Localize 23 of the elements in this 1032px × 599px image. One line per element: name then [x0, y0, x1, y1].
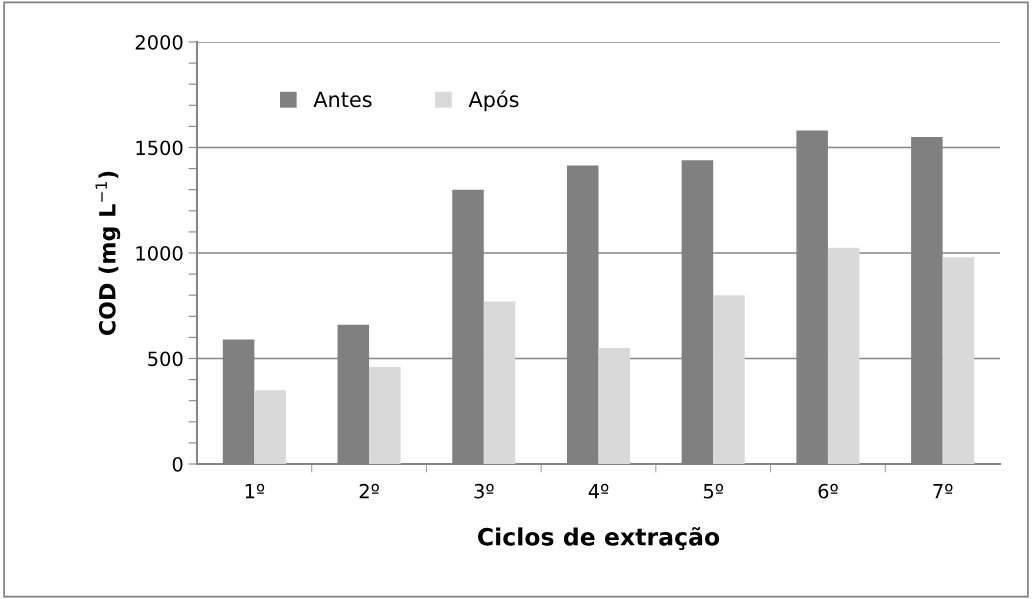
- legend-label: Após: [468, 90, 519, 112]
- bar: [942, 257, 975, 464]
- y-axis-title: COD (mg L$^{−1}$): [95, 171, 121, 336]
- y-tick-label: 500: [148, 351, 183, 367]
- x-tick-label: 3º: [474, 483, 494, 499]
- x-tick-label: 4º: [588, 483, 609, 499]
- x-tick-label: 2º: [359, 483, 379, 499]
- bar: [483, 301, 516, 464]
- x-tick-label: 6º: [818, 483, 838, 499]
- y-tick-label: 1000: [136, 245, 183, 261]
- y-tick-label: 0: [172, 456, 183, 472]
- bar: [369, 366, 401, 464]
- legend-label: Antes: [313, 91, 372, 108]
- bar: [827, 247, 860, 464]
- x-tick-label: 1º: [245, 483, 265, 499]
- x-tick-label: 7º: [933, 483, 953, 499]
- y-tick-label: 2000: [135, 34, 183, 50]
- bar: [254, 390, 286, 464]
- x-tick-label: 5º: [703, 483, 724, 499]
- x-axis-title: Ciclos de extração: [477, 526, 720, 550]
- y-tick-label: 1500: [136, 140, 183, 156]
- bar: [713, 295, 745, 464]
- bar: [598, 347, 631, 464]
